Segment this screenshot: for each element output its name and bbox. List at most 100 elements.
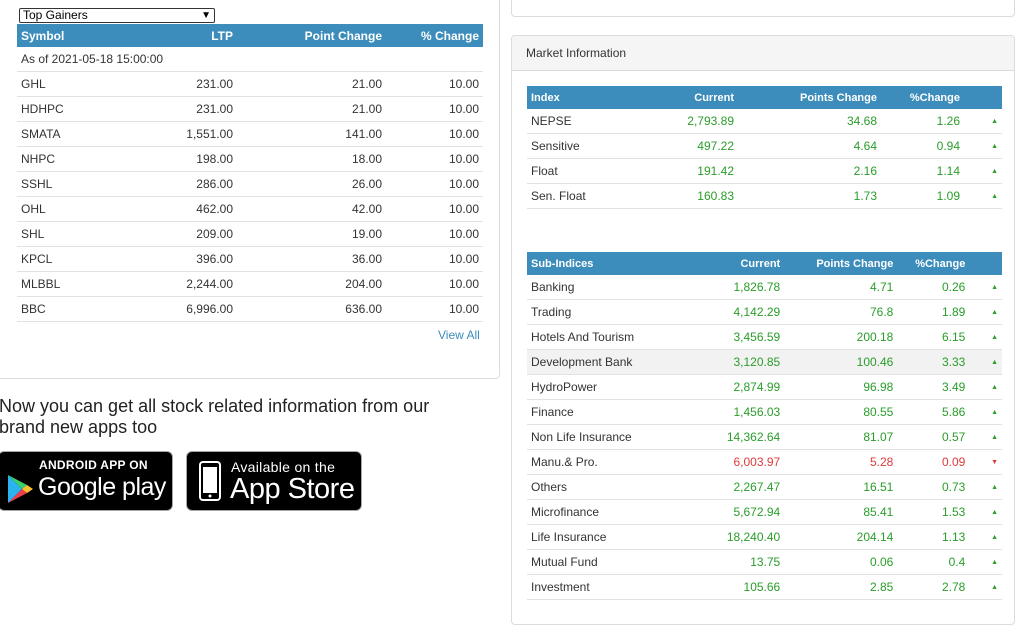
symbol-cell: KPCL — [17, 246, 133, 272]
table-row[interactable]: Non Life Insurance 14,362.64 81.07 0.57 ▲ — [527, 424, 1002, 450]
trend-up-icon: ▲ — [969, 574, 1002, 600]
row-label: Finance — [527, 399, 680, 425]
row-label: Float — [527, 158, 660, 184]
ltp-cell: 198.00 — [133, 146, 237, 172]
app-store-badge[interactable]: Available on the App Store — [186, 451, 362, 511]
ltp-cell: 462.00 — [133, 196, 237, 222]
table-row[interactable]: Manu.& Pro. 6,003.97 5.28 0.09 ▼ — [527, 449, 1002, 475]
table-row[interactable]: OHL 462.00 42.00 10.00 — [17, 196, 483, 222]
table-row[interactable]: SSHL 286.00 26.00 10.00 — [17, 171, 483, 197]
table-row[interactable]: SMATA 1,551.00 141.00 10.00 — [17, 121, 483, 147]
row-label: Investment — [527, 574, 680, 600]
index-header-row: Index Current Points Change %Change — [527, 86, 1002, 109]
trend-up-icon: ▲ — [969, 275, 1002, 300]
row-label: Hotels And Tourism — [527, 324, 680, 350]
phone-icon — [199, 461, 221, 501]
trend-up-icon: ▲ — [964, 158, 1002, 184]
table-row[interactable]: GHL 231.00 21.00 10.00 — [17, 71, 483, 97]
point-change-cell: 19.00 — [237, 221, 386, 247]
as-of-row: As of 2021-05-18 15:00:00 — [17, 47, 483, 72]
trend-up-icon: ▲ — [969, 324, 1002, 350]
trend-up-icon: ▲ — [969, 299, 1002, 325]
table-row[interactable]: Development Bank 3,120.85 100.46 3.33 ▲ — [527, 349, 1002, 375]
row-label: Sensitive — [527, 133, 660, 159]
top-gainers-table: Symbol LTP Point Change % Change As of 2… — [17, 24, 483, 322]
app-promo-text: Now you can get all stock related inform… — [0, 396, 430, 437]
current-cell: 1,826.78 — [679, 275, 785, 300]
point-change-cell: 21.00 — [237, 96, 386, 122]
table-row[interactable]: Banking 1,826.78 4.71 0.26 ▲ — [527, 275, 1002, 300]
gainers-type-select[interactable]: Top Gainers ▼ — [19, 8, 215, 23]
pct-change-cell: 5.86 — [897, 399, 970, 425]
pct-change-cell: 10.00 — [386, 121, 483, 147]
pct-change-cell: 0.4 — [897, 549, 970, 575]
point-change-cell: 21.00 — [237, 71, 386, 97]
current-cell: 14,362.64 — [679, 424, 785, 450]
trend-up-icon: ▲ — [964, 133, 1002, 159]
table-row[interactable]: HDHPC 231.00 21.00 10.00 — [17, 96, 483, 122]
index-table: Index Current Points Change %Change NEPS… — [527, 86, 1002, 209]
play-badge-title: Google play — [38, 473, 166, 501]
google-play-badge[interactable]: ANDROID APP ON Google play — [0, 451, 173, 511]
points-change-cell: 34.68 — [738, 109, 881, 134]
app-store-title: App Store — [230, 473, 355, 505]
pct-change-cell: 0.57 — [897, 424, 970, 450]
view-all-link[interactable]: View All — [438, 328, 480, 342]
table-row[interactable]: Float 191.42 2.16 1.14 ▲ — [527, 158, 1002, 184]
points-change-cell: 2.16 — [738, 158, 881, 184]
column-header-pct-change: %Change — [897, 252, 970, 275]
symbol-cell: BBC — [17, 296, 133, 322]
table-row[interactable]: Life Insurance 18,240.40 204.14 1.13 ▲ — [527, 524, 1002, 550]
pct-change-cell: 10.00 — [386, 271, 483, 297]
column-header-sub-indices: Sub-Indices — [527, 252, 680, 275]
market-information-title: Market Information — [526, 46, 627, 60]
pct-change-cell: 1.26 — [881, 109, 964, 134]
table-row[interactable]: NHPC 198.00 18.00 10.00 — [17, 146, 483, 172]
trend-up-icon: ▲ — [969, 499, 1002, 525]
current-cell: 2,793.89 — [660, 109, 738, 134]
pct-change-cell: 3.49 — [897, 374, 970, 400]
pct-change-cell: 1.53 — [897, 499, 970, 525]
row-label: HydroPower — [527, 374, 680, 400]
current-cell: 3,456.59 — [679, 324, 785, 350]
points-change-cell: 16.51 — [784, 474, 898, 500]
symbol-cell: HDHPC — [17, 96, 133, 122]
table-row[interactable]: NEPSE 2,793.89 34.68 1.26 ▲ — [527, 109, 1002, 134]
column-header-current: Current — [679, 252, 785, 275]
trend-up-icon: ▲ — [969, 374, 1002, 400]
pct-change-cell: 10.00 — [386, 171, 483, 197]
table-row[interactable]: MLBBL 2,244.00 204.00 10.00 — [17, 271, 483, 297]
ltp-cell: 231.00 — [133, 96, 237, 122]
table-header-row: Symbol LTP Point Change % Change — [17, 24, 483, 47]
column-header-pct-change: %Change — [881, 86, 964, 109]
ltp-cell: 286.00 — [133, 171, 237, 197]
table-row[interactable]: Sen. Float 160.83 1.73 1.09 ▲ — [527, 183, 1002, 209]
current-cell: 2,267.47 — [679, 474, 785, 500]
trend-up-icon: ▲ — [969, 349, 1002, 375]
point-change-cell: 141.00 — [237, 121, 386, 147]
table-row[interactable]: KPCL 396.00 36.00 10.00 — [17, 246, 483, 272]
row-label: Manu.& Pro. — [527, 449, 680, 475]
pct-change-cell: 0.94 — [881, 133, 964, 159]
table-row[interactable]: HydroPower 2,874.99 96.98 3.49 ▲ — [527, 374, 1002, 400]
table-row[interactable]: Finance 1,456.03 80.55 5.86 ▲ — [527, 399, 1002, 425]
table-row[interactable]: Sensitive 497.22 4.64 0.94 ▲ — [527, 133, 1002, 159]
trend-up-icon: ▲ — [969, 474, 1002, 500]
ltp-cell: 231.00 — [133, 71, 237, 97]
points-change-cell: 2.85 — [784, 574, 898, 600]
column-header-trend — [964, 86, 1002, 109]
table-row[interactable]: Others 2,267.47 16.51 0.73 ▲ — [527, 474, 1002, 500]
pct-change-cell: 0.09 — [897, 449, 970, 475]
points-change-cell: 85.41 — [784, 499, 898, 525]
pct-change-cell: 10.00 — [386, 296, 483, 322]
chevron-down-icon: ▼ — [201, 10, 211, 21]
table-row[interactable]: Trading 4,142.29 76.8 1.89 ▲ — [527, 299, 1002, 325]
column-header-trend — [969, 252, 1002, 275]
table-row[interactable]: BBC 6,996.00 636.00 10.00 — [17, 296, 483, 322]
table-row[interactable]: Microfinance 5,672.94 85.41 1.53 ▲ — [527, 499, 1002, 525]
table-row[interactable]: SHL 209.00 19.00 10.00 — [17, 221, 483, 247]
table-row[interactable]: Hotels And Tourism 3,456.59 200.18 6.15 ▲ — [527, 324, 1002, 350]
point-change-cell: 636.00 — [237, 296, 386, 322]
table-row[interactable]: Mutual Fund 13.75 0.06 0.4 ▲ — [527, 549, 1002, 575]
table-row[interactable]: Investment 105.66 2.85 2.78 ▲ — [527, 574, 1002, 600]
